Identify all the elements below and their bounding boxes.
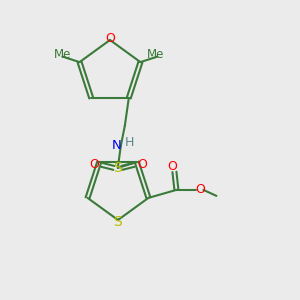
- Text: O: O: [196, 183, 206, 196]
- Text: Me: Me: [147, 48, 164, 61]
- Text: O: O: [89, 158, 99, 171]
- Text: O: O: [167, 160, 177, 173]
- Text: S: S: [114, 215, 122, 229]
- Text: H: H: [125, 136, 134, 149]
- Text: O: O: [137, 158, 147, 171]
- Text: N: N: [112, 140, 122, 152]
- Text: Me: Me: [54, 48, 71, 61]
- Text: S: S: [113, 161, 122, 175]
- Text: O: O: [105, 32, 115, 44]
